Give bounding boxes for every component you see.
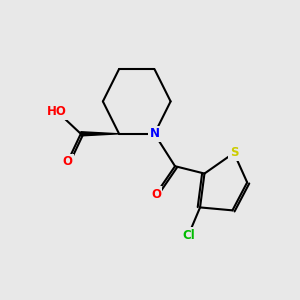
Text: Cl: Cl bbox=[182, 229, 195, 242]
Text: O: O bbox=[63, 155, 73, 168]
Text: S: S bbox=[230, 146, 238, 159]
Polygon shape bbox=[81, 132, 119, 136]
Text: N: N bbox=[149, 127, 159, 140]
Text: HO: HO bbox=[47, 105, 67, 118]
Text: O: O bbox=[151, 188, 161, 201]
